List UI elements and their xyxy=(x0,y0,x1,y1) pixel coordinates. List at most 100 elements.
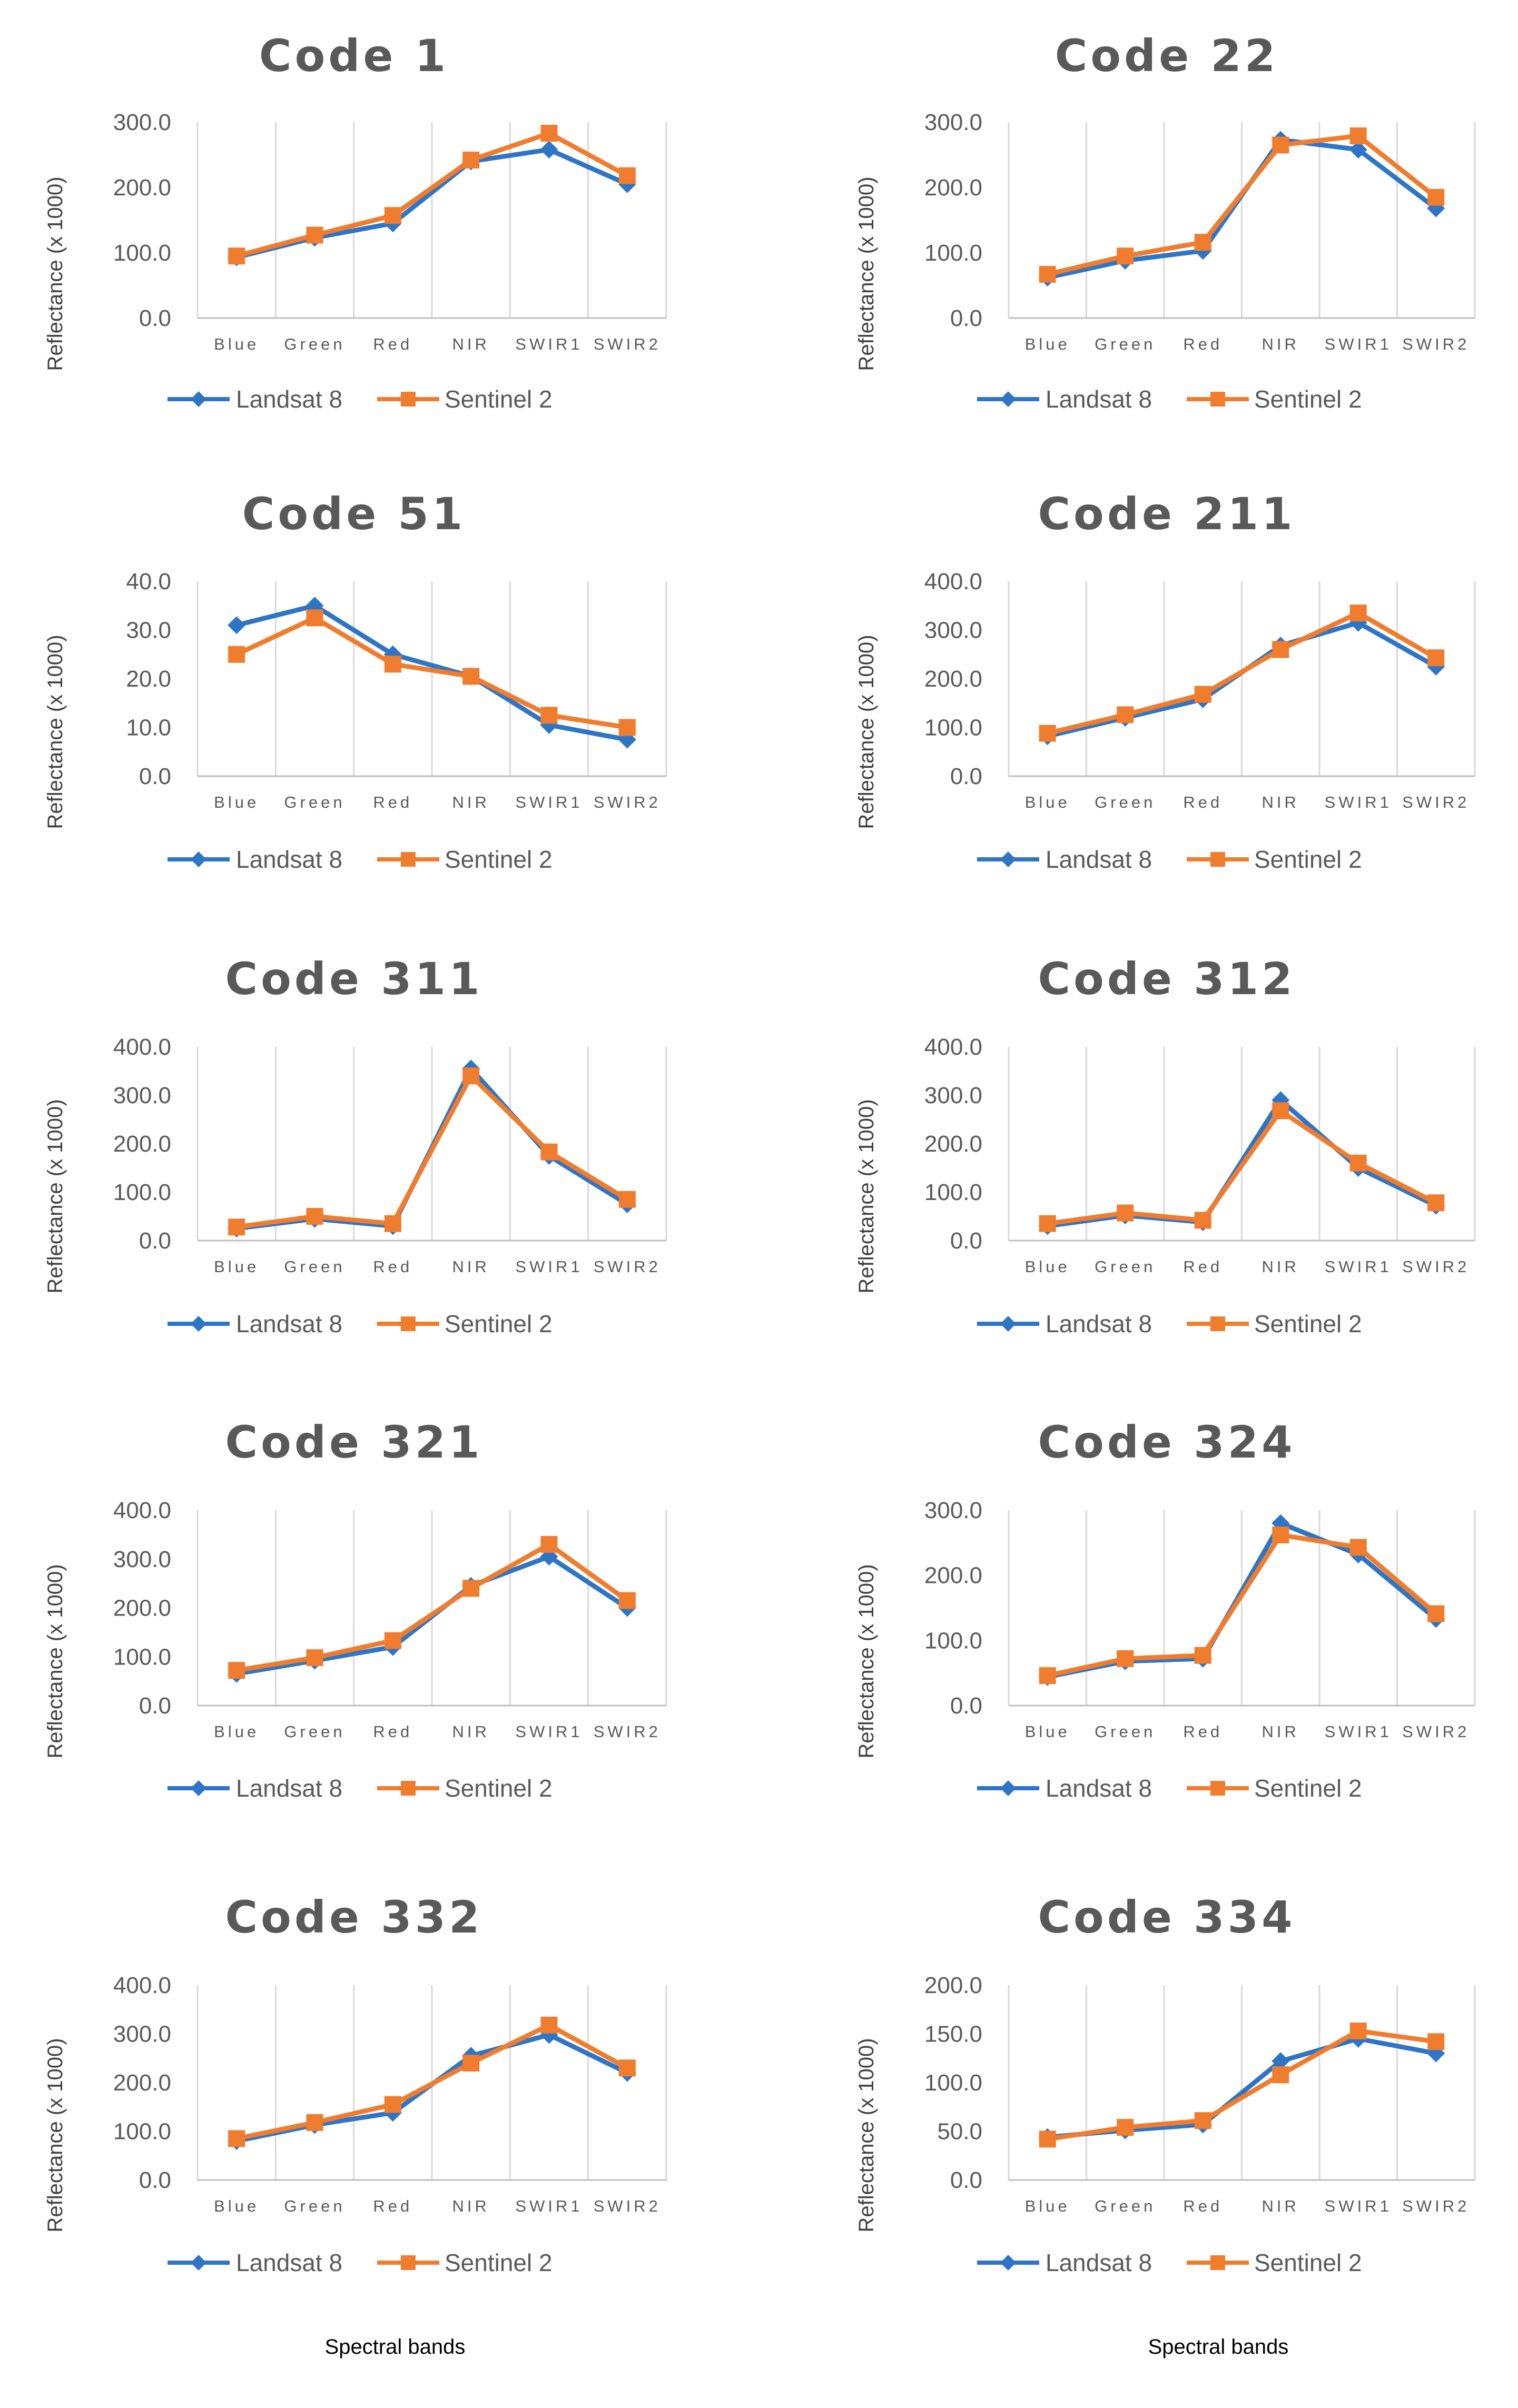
chart-title: Code 211 xyxy=(1038,488,1295,540)
y-tick-label: 0.0 xyxy=(139,1228,171,1254)
x-tick-label: Blue xyxy=(214,793,259,811)
legend-label-sentinel-2: Sentinel 2 xyxy=(1254,1310,1362,1337)
y-tick-label: 400.0 xyxy=(113,1034,171,1060)
y-tick-label: 300.0 xyxy=(924,1083,982,1108)
y-tick-label: 0.0 xyxy=(950,1228,982,1254)
data-point-sentinel-2 xyxy=(618,1191,636,1208)
legend-label-sentinel-2: Sentinel 2 xyxy=(445,2249,553,2276)
data-point-sentinel-2 xyxy=(384,207,401,224)
legend-label-landsat-8: Landsat 8 xyxy=(236,846,342,873)
chart-code-334: Code 334 0.0 50.0 100.0 150.0 200.0 Blue Green R… xyxy=(855,1891,1476,2276)
series-line-landsat-8 xyxy=(1047,1097,1437,1228)
x-tick-label: Blue xyxy=(1025,1722,1070,1741)
x-tick-label: SWIR1 xyxy=(515,793,583,811)
data-point-sentinel-2 xyxy=(1349,605,1367,622)
data-point-sentinel-2 xyxy=(1039,1667,1056,1684)
y-tick-label: 100.0 xyxy=(113,1644,171,1670)
data-point-sentinel-2 xyxy=(228,1662,245,1679)
chart-title: Code 311 xyxy=(225,953,482,1005)
y-axis-label: Reflectance (x 1000) xyxy=(44,1564,67,1758)
chart-code-324: Code 324 0.0 100.0 200.0 300.0 Blue Green Red NI… xyxy=(855,1416,1476,1802)
y-tick-label: 300.0 xyxy=(113,1083,171,1108)
y-tick-label: 200.0 xyxy=(924,666,982,692)
y-axis-label: Reflectance (x 1000) xyxy=(44,635,67,829)
legend: Landsat 8 Sentinel 2 xyxy=(167,2249,553,2276)
x-tick-label: Green xyxy=(1095,2197,1156,2215)
data-point-sentinel-2 xyxy=(1272,1526,1289,1543)
data-point-sentinel-2 xyxy=(306,2114,323,2131)
x-tick-label: Blue xyxy=(214,1257,259,1276)
data-point-sentinel-2 xyxy=(1427,189,1445,206)
y-tick-label: 30.0 xyxy=(126,618,171,643)
x-tick-label: Blue xyxy=(214,1722,259,1741)
x-tick-label: SWIR1 xyxy=(515,1257,583,1276)
data-point-sentinel-2 xyxy=(228,646,245,663)
y-tick-label: 300.0 xyxy=(113,110,171,135)
x-tick-label: Green xyxy=(284,1722,345,1741)
x-tick-label: Red xyxy=(373,793,412,811)
data-point-sentinel-2 xyxy=(1427,1605,1445,1622)
chart-code-321: Code 321 0.0 100.0 200.0 300.0 400.0 Blue Green… xyxy=(44,1416,667,1802)
data-point-landsat-8 xyxy=(1271,2052,1290,2070)
x-tick-label: Blue xyxy=(214,2197,259,2215)
data-point-sentinel-2 xyxy=(462,2055,480,2072)
y-tick-label: 0.0 xyxy=(139,1693,171,1719)
legend-label-sentinel-2: Sentinel 2 xyxy=(1254,385,1362,413)
data-point-sentinel-2 xyxy=(462,1067,480,1085)
series-line-sentinel-2 xyxy=(1047,610,1437,736)
x-tick-label: Red xyxy=(373,2197,412,2215)
y-tick-label: 300.0 xyxy=(113,1547,171,1572)
data-point-sentinel-2 xyxy=(462,151,480,169)
data-point-sentinel-2 xyxy=(1349,2022,1367,2039)
legend-label-landsat-8: Landsat 8 xyxy=(236,1310,342,1337)
x-tick-label: SWIR2 xyxy=(1402,793,1470,811)
x-tick-label: Blue xyxy=(1025,2197,1070,2215)
data-point-sentinel-2 xyxy=(1117,1204,1134,1222)
y-tick-label: 100.0 xyxy=(924,2070,982,2096)
legend: Landsat 8 Sentinel 2 xyxy=(167,1775,553,1802)
x-tick-label: NIR xyxy=(452,1722,489,1741)
legend-label-landsat-8: Landsat 8 xyxy=(236,1775,342,1802)
chart-code-1: Code 1 0.0 100.0 200.0 300.0 Blue Green Red NIR S… xyxy=(44,30,667,413)
legend-marker-landsat-8 xyxy=(191,1316,206,1332)
data-point-sentinel-2 xyxy=(306,1649,323,1667)
legend-label-sentinel-2: Sentinel 2 xyxy=(1254,2249,1362,2276)
x-tick-label: NIR xyxy=(1262,2197,1299,2215)
x-tick-label: SWIR2 xyxy=(1402,1257,1470,1276)
legend-label-landsat-8: Landsat 8 xyxy=(236,2249,342,2276)
y-tick-label: 100.0 xyxy=(924,240,982,266)
y-tick-label: 100.0 xyxy=(924,1628,982,1653)
series-line-landsat-8 xyxy=(236,603,628,742)
y-tick-label: 400.0 xyxy=(924,1034,982,1060)
chart-code-51: Code 51 0.0 10.0 20.0 30.0 40.0 Blue Green Red NI… xyxy=(44,488,667,873)
x-tick-label: SWIR2 xyxy=(594,793,661,811)
chart-grid: Code 1 0.0 100.0 200.0 300.0 Blue Green Red NIR S… xyxy=(44,30,1476,2276)
data-point-landsat-8 xyxy=(540,141,558,159)
x-tick-label: Blue xyxy=(1025,793,1070,811)
x-tick-label: SWIR1 xyxy=(515,335,583,353)
legend-label-sentinel-2: Sentinel 2 xyxy=(445,846,553,873)
y-tick-label: 0.0 xyxy=(950,764,982,789)
y-tick-label: 20.0 xyxy=(126,666,171,692)
x-tick-label: Red xyxy=(1183,335,1223,353)
y-tick-label: 100.0 xyxy=(113,240,171,266)
series-line-sentinel-2 xyxy=(1047,1532,1438,1678)
y-tick-label: 300.0 xyxy=(924,110,982,135)
legend: Landsat 8 Sentinel 2 xyxy=(167,846,553,873)
legend-marker-sentinel-2 xyxy=(401,1781,416,1796)
y-tick-label: 40.0 xyxy=(126,569,171,594)
data-point-sentinel-2 xyxy=(306,226,323,244)
data-point-sentinel-2 xyxy=(1039,1215,1056,1232)
series-line-sentinel-2 xyxy=(236,131,628,259)
data-point-sentinel-2 xyxy=(1039,2130,1056,2148)
legend: Landsat 8 Sentinel 2 xyxy=(977,2249,1362,2276)
chart-title: Code 312 xyxy=(1038,953,1295,1005)
x-tick-label: Red xyxy=(1183,1722,1223,1741)
y-axis-label: Reflectance (x 1000) xyxy=(855,635,878,829)
y-axis-label: Reflectance (x 1000) xyxy=(44,176,67,371)
y-tick-label: 300.0 xyxy=(924,1498,982,1523)
legend-label-landsat-8: Landsat 8 xyxy=(1046,1310,1152,1337)
data-point-sentinel-2 xyxy=(228,2130,245,2147)
data-point-sentinel-2 xyxy=(228,247,245,265)
